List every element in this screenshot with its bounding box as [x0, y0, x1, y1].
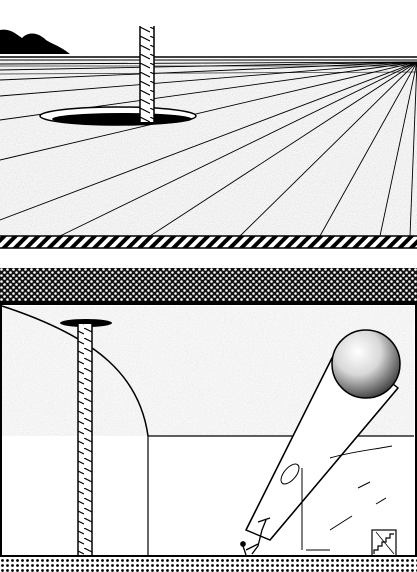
sky [0, 0, 417, 58]
beam-ring [280, 463, 300, 485]
sphere-lamp [331, 329, 401, 399]
textured-ceiling-band [0, 268, 417, 302]
ladder [77, 324, 93, 556]
textured-floor-band [0, 556, 417, 572]
floor-cross-lines [0, 65, 417, 75]
striped-border [0, 236, 417, 248]
hole-in-ceiling [60, 319, 112, 327]
top-panel [0, 0, 417, 252]
small-figure [240, 517, 271, 556]
beam-edge-left [245, 341, 341, 531]
doorway-stairs [371, 529, 397, 557]
wall-scribbles [301, 445, 393, 551]
vault-edge [1, 305, 149, 437]
distant-hills [0, 29, 70, 54]
ladder [139, 26, 155, 124]
bottom-panel [0, 268, 417, 572]
bottom-panel-art [0, 268, 417, 572]
hole-in-floor [52, 113, 192, 125]
top-panel-art [0, 0, 417, 249]
floor [0, 60, 417, 236]
beam-edge-right [269, 387, 399, 541]
